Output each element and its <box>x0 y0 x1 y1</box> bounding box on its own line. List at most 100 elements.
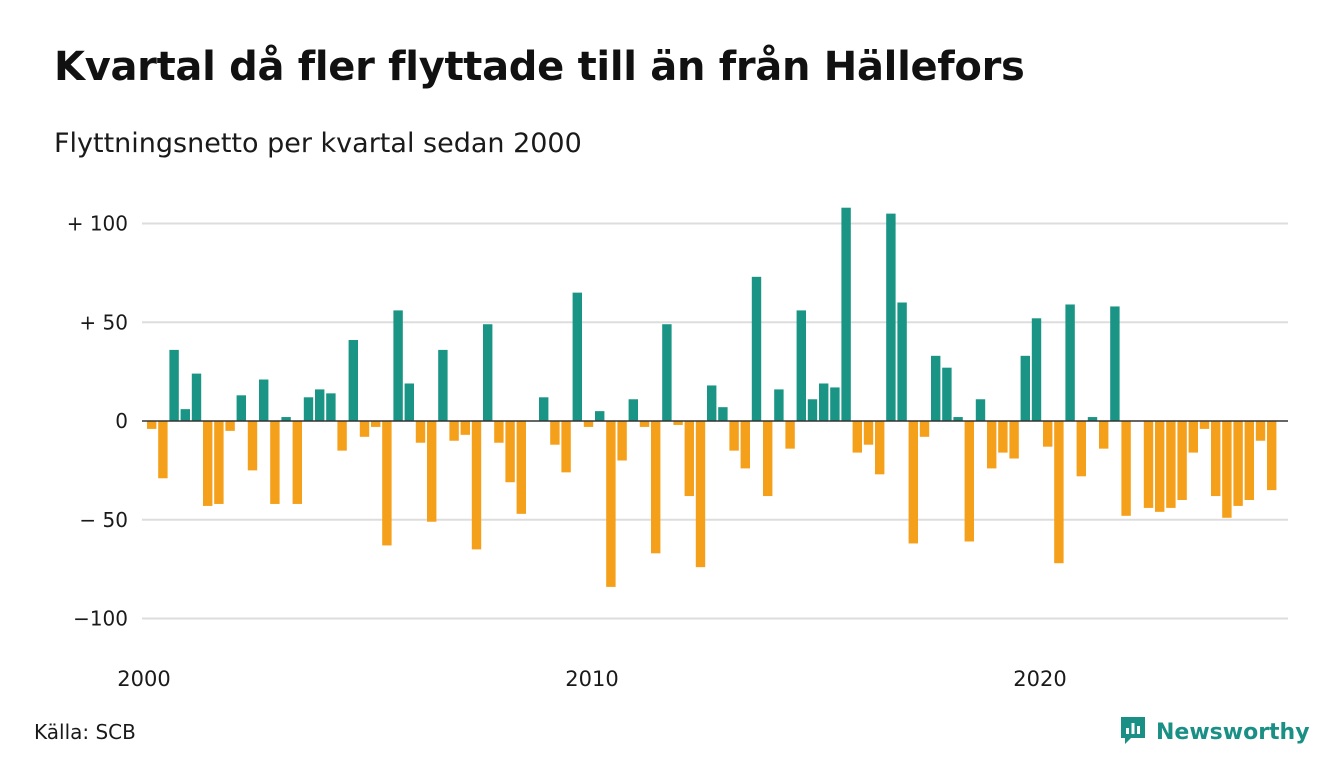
bar <box>975 399 986 421</box>
bar <box>315 389 325 421</box>
bar <box>1267 421 1277 491</box>
bar <box>247 421 258 471</box>
bar <box>919 421 930 437</box>
bar <box>1244 421 1254 500</box>
bar <box>1076 421 1086 477</box>
bar <box>1155 421 1165 512</box>
bar <box>583 421 594 427</box>
bar <box>729 421 739 451</box>
bar <box>158 421 168 479</box>
source-note: Källa: SCB <box>34 720 136 744</box>
bar <box>214 421 224 504</box>
brand-logo[interactable]: Newsworthy <box>1118 714 1310 750</box>
bar <box>494 421 504 443</box>
bar <box>393 310 403 421</box>
bar <box>1087 417 1098 421</box>
bar <box>1143 421 1154 508</box>
bar <box>471 421 482 550</box>
bar <box>987 421 997 469</box>
bar <box>191 373 202 421</box>
bar <box>841 207 851 421</box>
bar <box>830 387 840 422</box>
bar <box>1222 421 1232 518</box>
bar <box>740 421 750 469</box>
y-tick-label: 0 <box>115 409 128 433</box>
bar <box>606 421 616 587</box>
page-title: Kvartal då fler flyttade till än från Hä… <box>54 44 1025 90</box>
bar <box>281 417 291 421</box>
bar <box>863 421 874 445</box>
bar <box>897 302 907 421</box>
bar <box>1031 318 1042 421</box>
y-tick-label: − 50 <box>79 508 128 532</box>
bar <box>785 421 795 449</box>
bar <box>807 399 818 421</box>
bar <box>1065 304 1075 422</box>
bar <box>270 421 280 504</box>
bar <box>438 349 448 421</box>
bar <box>908 421 918 544</box>
bar <box>427 421 437 522</box>
bar <box>796 310 806 421</box>
bar <box>1020 355 1030 421</box>
bar <box>147 421 157 429</box>
bar <box>774 389 784 421</box>
y-tick-label: + 50 <box>79 310 128 334</box>
bar <box>662 324 672 422</box>
bar <box>1199 421 1210 429</box>
bar <box>483 324 493 422</box>
bar <box>1188 421 1198 453</box>
bar <box>382 421 392 546</box>
page-subtitle: Flyttningsnetto per kvartal sedan 2000 <box>54 128 582 159</box>
bar <box>348 340 358 421</box>
bar <box>539 397 549 421</box>
bar <box>1177 421 1187 500</box>
bar <box>337 421 347 451</box>
x-tick-label: 2000 <box>117 667 170 691</box>
bar <box>639 421 650 427</box>
bar <box>1211 421 1221 497</box>
bar <box>1255 421 1266 441</box>
bar <box>751 276 762 421</box>
bar <box>203 421 213 506</box>
bar <box>1099 421 1109 449</box>
bar <box>371 421 381 427</box>
bar <box>460 421 470 435</box>
bar <box>1009 421 1019 459</box>
brand-name: Newsworthy <box>1156 719 1310 745</box>
bar <box>1054 421 1064 564</box>
bar <box>819 383 829 421</box>
bar <box>1166 421 1176 508</box>
bar <box>359 421 370 437</box>
bar <box>875 421 885 475</box>
bar <box>505 421 515 483</box>
bar <box>931 355 941 421</box>
bar <box>695 421 706 568</box>
x-tick-label: 2020 <box>1013 667 1066 691</box>
bar <box>326 393 336 421</box>
bar <box>180 409 190 421</box>
bar <box>516 421 526 514</box>
y-tick-label: + 100 <box>67 212 128 236</box>
bars <box>147 207 1277 587</box>
x-tick-label: 2010 <box>565 667 618 691</box>
bar <box>1110 306 1120 421</box>
bar <box>886 213 896 422</box>
bar <box>617 421 627 461</box>
y-tick-label: −100 <box>73 607 128 631</box>
bar <box>1043 421 1053 447</box>
x-tick-labels: 2000 2010 2020 <box>117 667 1066 691</box>
bar <box>572 292 582 422</box>
bar <box>225 421 235 431</box>
bar <box>550 421 560 445</box>
bar <box>852 421 862 453</box>
bar <box>561 421 571 473</box>
bar <box>707 385 717 421</box>
bar <box>673 421 683 425</box>
bar <box>763 421 773 497</box>
bar-chart-speech-bubble-icon <box>1118 714 1148 750</box>
bar <box>415 421 426 443</box>
bar <box>998 421 1008 453</box>
bar <box>449 421 459 441</box>
